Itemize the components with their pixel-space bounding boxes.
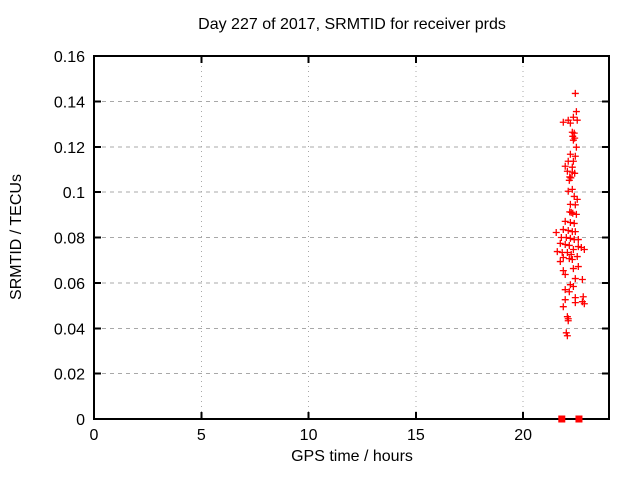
- scatter-point-plus: [566, 119, 574, 127]
- scatter-point-plus: [561, 217, 569, 225]
- scatter-point-plus: [565, 255, 573, 263]
- scatter-point-plus: [580, 300, 588, 308]
- scatter-point-plus: [561, 270, 569, 278]
- y-tick-label: 0.16: [54, 49, 85, 66]
- scatter-point-plus: [574, 263, 582, 271]
- scatter-point-plus: [559, 118, 567, 126]
- scatter-point-plus: [565, 176, 573, 184]
- scatter-point-plus: [573, 195, 581, 203]
- scatter-point-plus: [564, 317, 572, 325]
- scatter-point-plus: [559, 226, 567, 234]
- scatter-point-plus: [559, 253, 567, 261]
- scatter-point-plus: [565, 241, 573, 249]
- scatter-point-plus: [565, 288, 573, 296]
- scatter-point-plus: [559, 267, 567, 275]
- y-tick-label: 0.08: [54, 231, 85, 248]
- scatter-point-square: [575, 415, 583, 423]
- scatter-point-plus: [569, 113, 577, 121]
- scatter-point-plus: [561, 296, 569, 304]
- scatter-point-plus: [572, 108, 580, 116]
- scatter-point-plus: [569, 283, 577, 291]
- scatter-point-plus: [566, 150, 574, 158]
- y-tick-label: 0.06: [54, 276, 85, 293]
- scatter-point-plus: [571, 152, 579, 160]
- scatter-point-plus: [559, 303, 567, 311]
- scatter-point-plus: [570, 219, 578, 227]
- chart-title: Day 227 of 2017, SRMTID for receiver prd…: [198, 16, 506, 33]
- scatter-point-plus: [580, 246, 588, 254]
- scatter-point-plus: [567, 251, 575, 259]
- scatter-point-plus: [552, 229, 560, 237]
- scatter-point-plus: [563, 248, 571, 256]
- y-tick-label: 0: [76, 412, 85, 429]
- scatter-point-plus: [569, 136, 577, 144]
- scatter-point-plus: [571, 299, 579, 307]
- y-tick-label: 0.12: [54, 140, 85, 157]
- scatter-point-plus: [571, 169, 579, 177]
- scatter-point-plus: [561, 286, 569, 294]
- x-axis-label: GPS time / hours: [291, 448, 413, 465]
- scatter-point-plus: [572, 210, 580, 218]
- scatter-point-plus: [568, 256, 576, 264]
- scatter-point-plus: [573, 253, 581, 261]
- scatter-point-plus: [568, 185, 576, 193]
- scatter-point-plus: [566, 234, 574, 242]
- scatter-point-plus: [571, 201, 579, 209]
- y-tick-label: 0.04: [54, 321, 85, 338]
- scatter-point-plus: [561, 162, 569, 170]
- scatter-point-plus: [567, 208, 575, 216]
- scatter-point-plus: [571, 228, 579, 236]
- scatter-point-plus: [572, 143, 580, 151]
- scatter-point-plus: [561, 241, 569, 249]
- x-tick-label: 15: [407, 427, 425, 444]
- scatter-point-plus: [569, 265, 577, 273]
- scatter-point-plus: [556, 239, 564, 247]
- scatter-point-square: [558, 415, 566, 423]
- scatter-point-plus: [574, 236, 582, 244]
- scatter-point-plus: [569, 209, 577, 217]
- scatter-point-plus: [564, 187, 572, 195]
- scatter-point-plus: [569, 157, 577, 165]
- plot-border: [93, 55, 610, 420]
- scatter-point-plus: [578, 275, 586, 283]
- scatter-point-plus: [579, 293, 587, 301]
- y-tick-label: 0.14: [54, 94, 85, 111]
- scatter-point-plus: [574, 243, 582, 251]
- scatter-point-plus: [571, 275, 579, 283]
- scatter-point-plus: [563, 332, 571, 340]
- scatter-point-plus: [553, 248, 561, 256]
- x-tick-label: 20: [514, 427, 532, 444]
- scatter-point-plus: [566, 219, 574, 227]
- y-tick-label: 0.1: [63, 185, 85, 202]
- scatter-point-plus: [562, 234, 570, 241]
- scatter-point-plus: [569, 246, 577, 254]
- scatter-point-plus: [564, 226, 572, 234]
- x-tick-label: 5: [197, 427, 206, 444]
- scatter-point-plus: [571, 89, 579, 97]
- y-tick-label: 0.02: [54, 367, 85, 384]
- x-tick-label: 10: [300, 427, 318, 444]
- x-tick-label: 0: [90, 427, 99, 444]
- scatter-point-plus: [556, 258, 564, 266]
- scatter-point-plus: [573, 116, 581, 124]
- scatter-point-plus: [563, 167, 571, 175]
